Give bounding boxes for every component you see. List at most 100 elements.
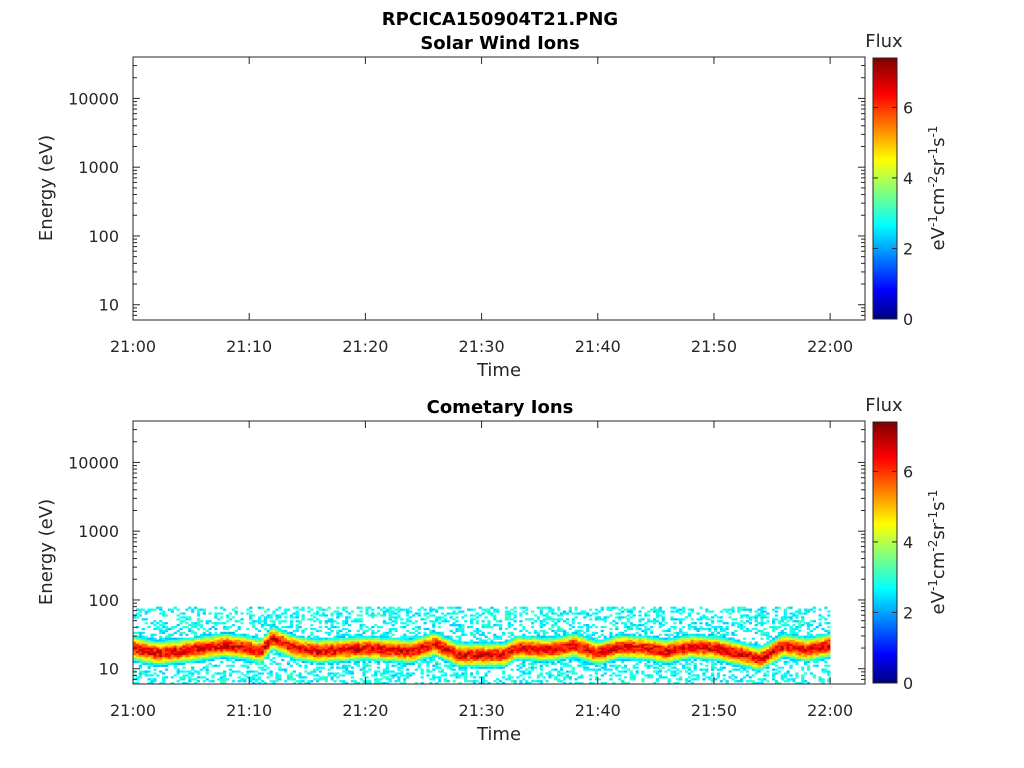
spectrogram-cell — [141, 618, 145, 621]
spectrogram-cell — [263, 654, 267, 658]
spectrogram-cell — [339, 680, 343, 683]
spectrogram-cell — [711, 660, 715, 664]
spectrogram-cell — [432, 608, 436, 611]
spectrogram-cell — [679, 651, 683, 654]
panel-title: Solar Wind Ions — [420, 33, 579, 54]
spectrogram-cell — [583, 654, 587, 658]
spectrogram-cell — [257, 649, 262, 652]
spectrogram-cell — [237, 627, 241, 631]
spectrogram-cell — [670, 647, 674, 650]
spectrogram-cell — [676, 639, 680, 642]
spectrogram-cell — [626, 649, 631, 652]
spectrogram-cell — [316, 645, 320, 648]
spectrogram-cell — [237, 639, 241, 642]
spectrogram-cell — [211, 639, 215, 642]
spectrogram-cell — [365, 670, 369, 673]
spectrogram-cell — [481, 656, 485, 660]
spectrogram-cell — [699, 649, 703, 652]
spectrogram-cell — [391, 624, 395, 627]
spectrogram-cell — [336, 666, 340, 669]
spectrogram-cell — [284, 649, 288, 652]
spectrogram-cell — [696, 637, 700, 640]
spectrogram-cell — [220, 654, 224, 658]
spectrogram-cell — [705, 608, 709, 611]
spectrogram-cell — [228, 651, 233, 654]
spectrogram-cell — [731, 664, 735, 667]
spectrogram-cell — [159, 624, 163, 627]
spectrogram-cell — [321, 654, 326, 658]
spectrogram-cell — [533, 620, 538, 623]
spectrogram-cell — [740, 662, 744, 665]
spectrogram-cell — [156, 664, 160, 667]
spectrogram-cell — [583, 641, 587, 644]
spectrogram-cell — [731, 660, 735, 664]
spectrogram-cell — [461, 629, 465, 633]
spectrogram-cell — [722, 633, 726, 636]
spectrogram-cell — [301, 639, 305, 642]
spectrogram-cell — [536, 645, 540, 648]
spectrogram-cell — [246, 660, 250, 664]
spectrogram-cell — [705, 639, 709, 642]
spectrogram-cell — [214, 631, 218, 634]
spectrogram-cell — [612, 647, 616, 650]
spectrogram-cell — [327, 656, 331, 660]
spectrogram-cell — [182, 674, 186, 677]
x-tick-label: 21:20 — [342, 337, 388, 356]
spectrogram-cell — [635, 672, 639, 675]
spectrogram-cell — [597, 649, 601, 652]
spectrogram-cell — [246, 653, 250, 656]
spectrogram-cell — [545, 639, 549, 642]
spectrogram-cell — [246, 658, 250, 662]
spectrogram-cell — [382, 635, 387, 638]
spectrogram-cell — [679, 622, 683, 625]
spectrogram-cell — [397, 656, 401, 660]
spectrogram-cell — [615, 645, 619, 648]
spectrogram-cell — [429, 660, 433, 664]
spectrogram-cell — [562, 631, 567, 634]
spectrogram-cell — [554, 633, 558, 636]
spectrogram-cell — [379, 649, 384, 652]
spectrogram-cell — [603, 643, 607, 646]
spectrogram-cell — [429, 649, 433, 652]
spectrogram-cell — [240, 612, 244, 615]
spectrogram-cell — [194, 654, 198, 658]
spectrogram-cell — [560, 654, 564, 658]
spectrogram-cell — [147, 643, 151, 646]
spectrogram-cell — [144, 610, 148, 613]
spectrogram-cell — [440, 656, 445, 660]
spectrogram-cell — [141, 662, 145, 665]
spectrogram-cell — [379, 637, 384, 640]
spectrogram-cell — [696, 633, 700, 636]
spectrogram-cell — [644, 656, 648, 660]
spectrogram-cell — [240, 635, 244, 638]
spectrogram-cell — [249, 614, 253, 617]
spectrogram-cell — [618, 658, 622, 662]
spectrogram-cell — [586, 668, 590, 671]
spectrogram-cell — [356, 633, 360, 636]
spectrogram-cell — [513, 656, 517, 660]
spectrogram-cell — [394, 664, 398, 667]
spectrogram-cell — [728, 645, 732, 648]
spectrogram-cell — [499, 635, 503, 638]
spectrogram-cell — [644, 658, 648, 662]
spectrogram-cell — [731, 624, 735, 627]
spectrogram-cell — [467, 662, 471, 665]
spectrogram-cell — [379, 653, 384, 656]
spectrogram-cell — [711, 635, 715, 638]
spectrogram-cell — [461, 610, 465, 613]
spectrogram-cell — [632, 656, 636, 660]
spectrogram-cell — [475, 672, 479, 675]
spectrogram-cell — [589, 649, 593, 652]
spectrogram-cell — [568, 645, 572, 648]
spectrogram-cell — [589, 614, 593, 617]
spectrogram-cell — [658, 614, 662, 617]
spectrogram-cell — [347, 658, 352, 662]
spectrogram-cell — [196, 641, 201, 644]
spectrogram-cell — [327, 653, 331, 656]
spectrogram-cell — [275, 662, 279, 665]
spectrogram-cell — [429, 658, 433, 662]
spectrogram-cell — [554, 618, 558, 621]
spectrogram-cell — [423, 631, 427, 634]
spectrogram-cell — [388, 635, 392, 638]
spectrogram-cell — [638, 649, 642, 652]
